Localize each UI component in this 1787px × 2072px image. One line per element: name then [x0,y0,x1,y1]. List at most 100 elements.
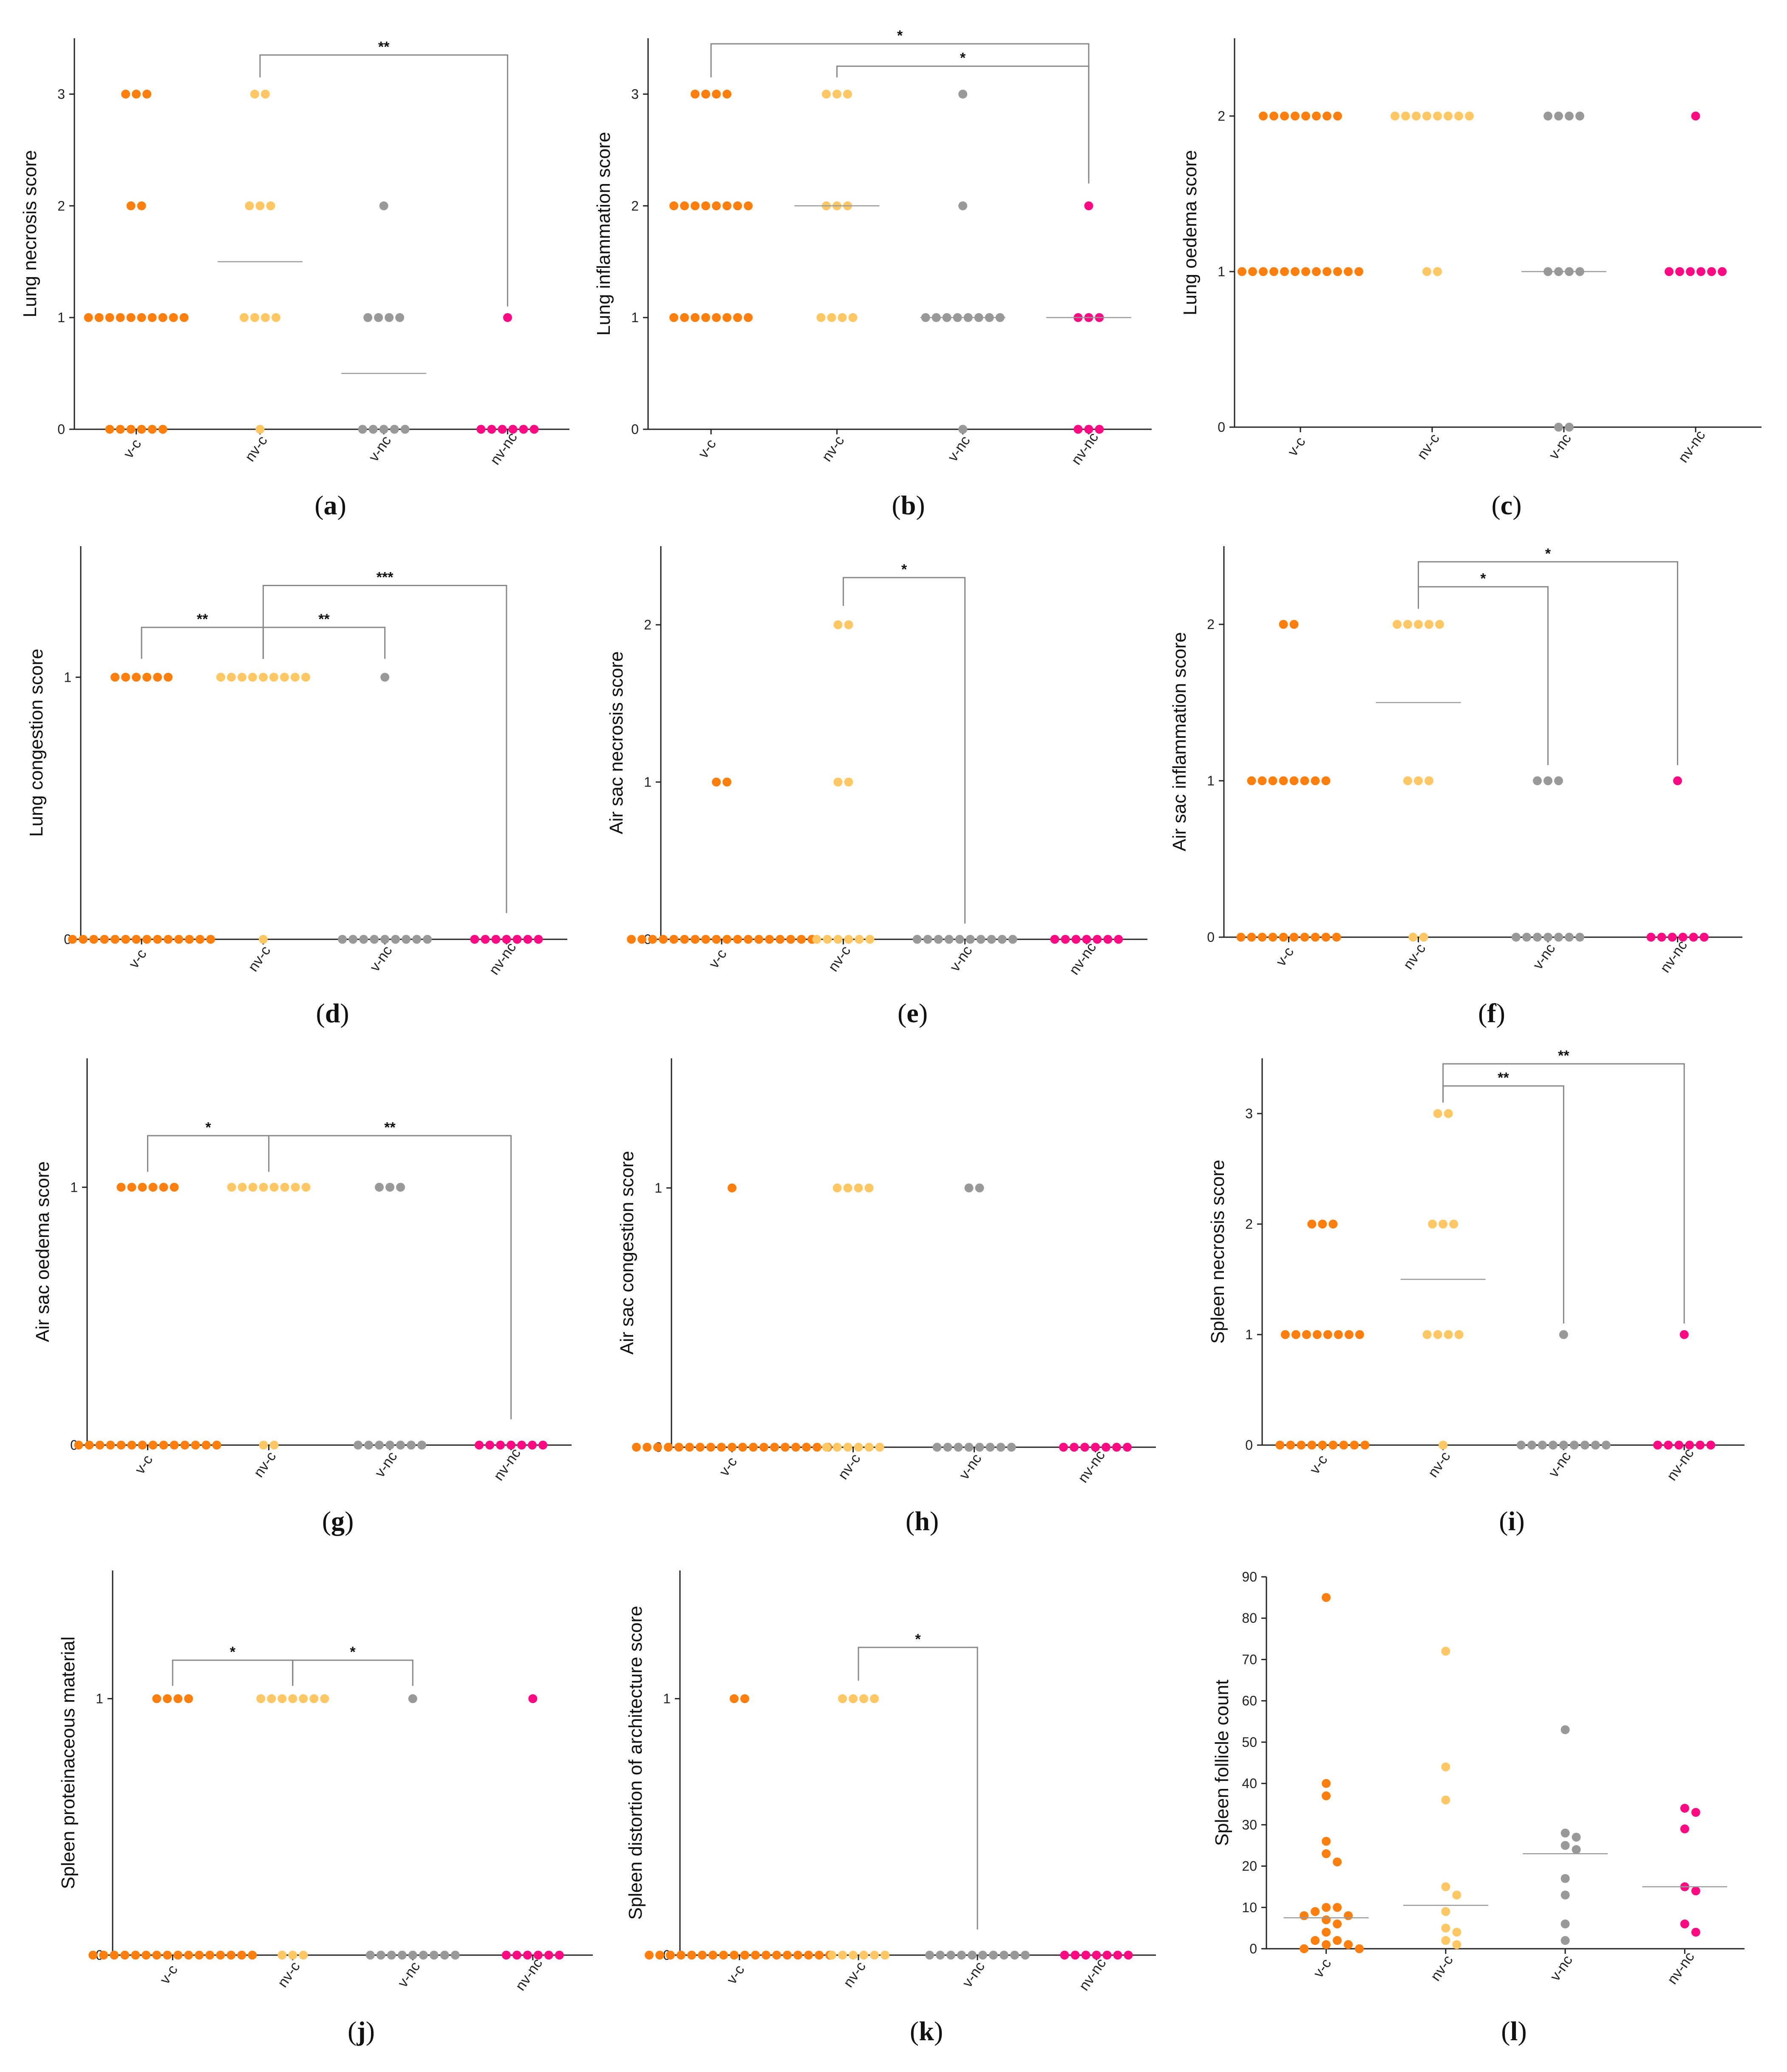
data-point [290,672,300,682]
data-point [1247,933,1256,942]
data-point [691,313,700,322]
data-point [184,1950,193,1960]
data-point [1000,1950,1008,1960]
data-point [632,1443,641,1452]
data-point [1302,1330,1311,1339]
data-point [88,1950,98,1960]
significance-label: * [901,561,907,578]
data-point [1452,1891,1461,1900]
data-point [1286,1440,1295,1450]
significance-bracket [262,585,507,913]
data-point [1339,1440,1348,1450]
x-tick-label: nv-c [242,433,271,464]
data-point [968,1950,977,1960]
data-point [256,1694,266,1704]
data-point [1007,1443,1016,1452]
data-point [648,935,657,944]
data-point [278,1950,287,1960]
data-point [987,935,996,944]
data-point [1238,267,1246,276]
data-point [712,89,721,99]
data-point [227,672,236,682]
x-tick-label: v-c [1273,944,1297,969]
data-point [925,1950,934,1960]
data-point [1080,1443,1089,1452]
data-point [148,1182,158,1192]
x-tick-label: nv-c [1427,1952,1456,1984]
y-axis-title: Air sac inflammation score [1169,632,1190,851]
data-point [212,1440,221,1450]
data-point [1236,933,1246,942]
data-point [126,313,136,322]
data-point [85,1440,94,1450]
data-point [1512,933,1521,942]
panel-label: (h) [906,1506,939,1536]
data-point [821,89,831,99]
significance-label: *** [377,570,394,586]
data-point [1321,933,1331,942]
data-point [1533,933,1542,942]
data-point [1696,1440,1705,1450]
data-point [957,1950,966,1960]
data-point [722,89,732,99]
data-point [1323,1330,1332,1339]
data-point [508,425,518,434]
data-point [848,313,858,322]
data-point [1554,111,1563,121]
x-tick-label: nv-c [835,1451,864,1482]
data-point [1112,1443,1121,1452]
data-point [1560,1874,1570,1883]
data-point [375,1182,384,1192]
data-point [1289,620,1299,629]
data-point [1322,1837,1331,1846]
x-tick-label: nv-c [245,943,274,974]
significance-label: * [897,28,903,44]
data-point [958,425,968,434]
significance-bracket [172,1659,294,1686]
data-point [1312,1330,1322,1339]
data-point [1355,1944,1364,1953]
x-tick-label: nv-nc [490,1446,524,1484]
data-point [1575,111,1584,121]
data-point [822,1443,831,1452]
data-point [301,672,310,682]
data-point [110,1950,119,1960]
data-point [1321,776,1331,785]
data-point [1344,267,1353,276]
data-point [1061,935,1070,944]
data-point [783,1950,792,1960]
data-point [1560,1919,1570,1929]
data-point [408,1950,417,1960]
y-tick-label: 2 [1207,617,1215,632]
data-point [269,1440,279,1450]
data-point [664,1443,673,1452]
data-point [368,425,378,434]
data-point [1454,1330,1464,1339]
data-point [833,935,843,944]
data-point [528,1694,538,1704]
data-point [1441,1936,1450,1945]
significance-label: ** [1558,1048,1569,1064]
data-point [227,1182,236,1192]
data-point [1322,1791,1331,1800]
data-point [205,1950,215,1960]
data-point [1103,935,1113,944]
data-point [1439,1219,1448,1229]
data-point [849,1950,858,1960]
data-point [248,672,257,682]
data-point [1279,933,1288,942]
data-point [687,1950,696,1960]
data-point [1665,267,1674,276]
data-point [1441,1923,1450,1933]
data-point [1559,1330,1568,1339]
data-point [163,1694,172,1704]
data-point [258,935,268,944]
data-point [278,1694,287,1704]
data-point [1333,267,1342,276]
data-point [1465,111,1474,121]
significance-label: ** [378,39,390,55]
y-tick-label: 1 [70,1179,78,1195]
data-point [728,1183,736,1193]
data-point [719,1950,728,1960]
